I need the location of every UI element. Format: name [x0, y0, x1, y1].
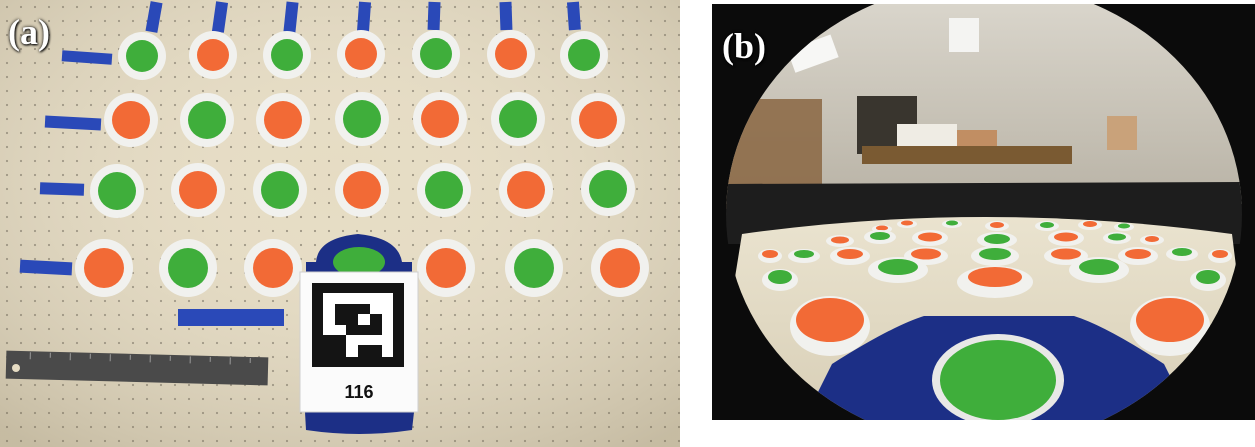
panel-a-scene: 116 [0, 0, 680, 447]
fisheye-camera-view [712, 4, 1255, 420]
top-tape-strips [145, 1, 581, 33]
fiducial-marker [299, 271, 419, 413]
long-tape-strip [178, 309, 284, 326]
ceiling-light [949, 18, 979, 52]
shelf [862, 146, 1072, 164]
ruler [5, 350, 269, 386]
disk-grid [75, 30, 649, 297]
left-tape-strips [19, 50, 284, 326]
panel-b-label: (b) [722, 26, 766, 66]
ceiling-light [787, 34, 839, 73]
panel-a-label: (a) [8, 12, 50, 52]
marker-id-text: 116 [344, 382, 373, 402]
panel-a-overhead-photo: 116 (a) [0, 0, 680, 447]
fisheye-disks [758, 220, 1232, 356]
panel-b-fisheye-photo: (b) [712, 4, 1255, 420]
robot-base-foreground [804, 316, 1192, 420]
